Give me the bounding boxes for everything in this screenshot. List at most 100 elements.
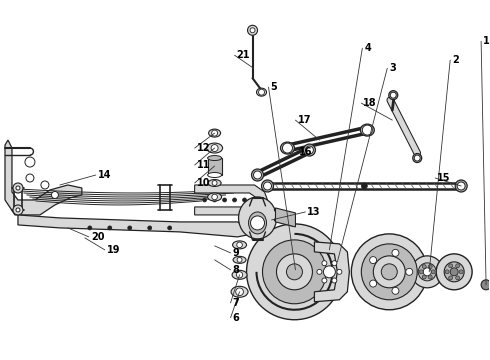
Text: 14: 14: [98, 170, 111, 180]
Circle shape: [25, 157, 35, 167]
Circle shape: [222, 198, 226, 202]
Circle shape: [236, 288, 244, 296]
Circle shape: [247, 25, 258, 35]
Circle shape: [287, 264, 302, 280]
Polygon shape: [315, 242, 349, 302]
Circle shape: [423, 268, 431, 276]
Text: 6: 6: [233, 313, 239, 323]
Polygon shape: [18, 215, 247, 237]
Ellipse shape: [262, 180, 273, 192]
Circle shape: [381, 264, 397, 280]
Circle shape: [392, 287, 399, 294]
Text: 2: 2: [452, 55, 459, 65]
Ellipse shape: [208, 180, 221, 186]
Circle shape: [411, 256, 443, 288]
Ellipse shape: [233, 256, 246, 264]
Circle shape: [351, 234, 427, 310]
Text: 16: 16: [298, 147, 312, 157]
Circle shape: [243, 198, 246, 202]
Ellipse shape: [360, 124, 374, 136]
Circle shape: [449, 264, 453, 268]
Text: 11: 11: [196, 160, 210, 170]
Circle shape: [317, 269, 322, 274]
Circle shape: [211, 145, 218, 152]
Ellipse shape: [257, 88, 267, 96]
Circle shape: [322, 278, 327, 283]
Ellipse shape: [231, 286, 248, 297]
Polygon shape: [275, 208, 295, 227]
Text: 7: 7: [233, 298, 239, 308]
Polygon shape: [208, 158, 221, 175]
Circle shape: [212, 130, 218, 136]
Circle shape: [246, 224, 343, 320]
Circle shape: [259, 89, 265, 95]
Text: 4: 4: [365, 43, 371, 53]
Circle shape: [450, 268, 458, 276]
Circle shape: [414, 155, 420, 161]
Circle shape: [128, 226, 132, 230]
Circle shape: [213, 198, 217, 202]
Text: 5: 5: [270, 82, 277, 92]
Circle shape: [445, 270, 449, 274]
Circle shape: [456, 264, 460, 268]
Text: 3: 3: [389, 63, 396, 73]
Ellipse shape: [208, 172, 221, 177]
Circle shape: [13, 183, 23, 193]
Text: 19: 19: [107, 245, 121, 255]
Text: 13: 13: [307, 207, 321, 217]
Circle shape: [369, 257, 377, 264]
Circle shape: [361, 244, 417, 300]
Circle shape: [212, 194, 218, 200]
Text: 1: 1: [483, 36, 490, 46]
Circle shape: [369, 280, 377, 287]
Ellipse shape: [209, 129, 221, 137]
Circle shape: [422, 265, 426, 269]
Circle shape: [457, 182, 465, 190]
Ellipse shape: [208, 156, 221, 161]
Circle shape: [203, 198, 207, 202]
Circle shape: [406, 268, 413, 275]
Ellipse shape: [413, 154, 422, 162]
Circle shape: [253, 171, 262, 179]
Circle shape: [88, 226, 92, 230]
Circle shape: [305, 146, 314, 154]
Circle shape: [337, 269, 342, 274]
Ellipse shape: [251, 169, 264, 181]
Circle shape: [481, 280, 490, 290]
Circle shape: [322, 261, 327, 266]
Ellipse shape: [208, 193, 221, 201]
Ellipse shape: [233, 241, 246, 249]
Circle shape: [459, 270, 463, 274]
Circle shape: [332, 261, 337, 266]
Ellipse shape: [280, 142, 294, 154]
Polygon shape: [195, 185, 268, 215]
Text: 15: 15: [437, 173, 451, 183]
Circle shape: [362, 125, 372, 135]
Circle shape: [147, 226, 152, 230]
Circle shape: [51, 192, 58, 198]
Polygon shape: [5, 140, 82, 215]
Circle shape: [282, 143, 293, 153]
Circle shape: [16, 186, 20, 190]
Text: 10: 10: [196, 178, 210, 188]
Circle shape: [456, 276, 460, 280]
Circle shape: [373, 256, 405, 288]
Circle shape: [444, 262, 464, 282]
Circle shape: [431, 270, 435, 274]
Ellipse shape: [239, 197, 276, 239]
Circle shape: [212, 181, 217, 185]
Circle shape: [41, 181, 49, 189]
Circle shape: [250, 28, 255, 33]
Text: 12: 12: [196, 143, 210, 153]
Circle shape: [419, 270, 423, 274]
Ellipse shape: [455, 180, 467, 192]
Ellipse shape: [232, 270, 247, 279]
Circle shape: [323, 266, 335, 278]
Circle shape: [428, 275, 432, 279]
Text: 20: 20: [91, 232, 104, 242]
Circle shape: [233, 198, 237, 202]
Circle shape: [428, 265, 432, 269]
Ellipse shape: [303, 144, 316, 156]
Circle shape: [237, 257, 242, 262]
Circle shape: [436, 254, 472, 290]
